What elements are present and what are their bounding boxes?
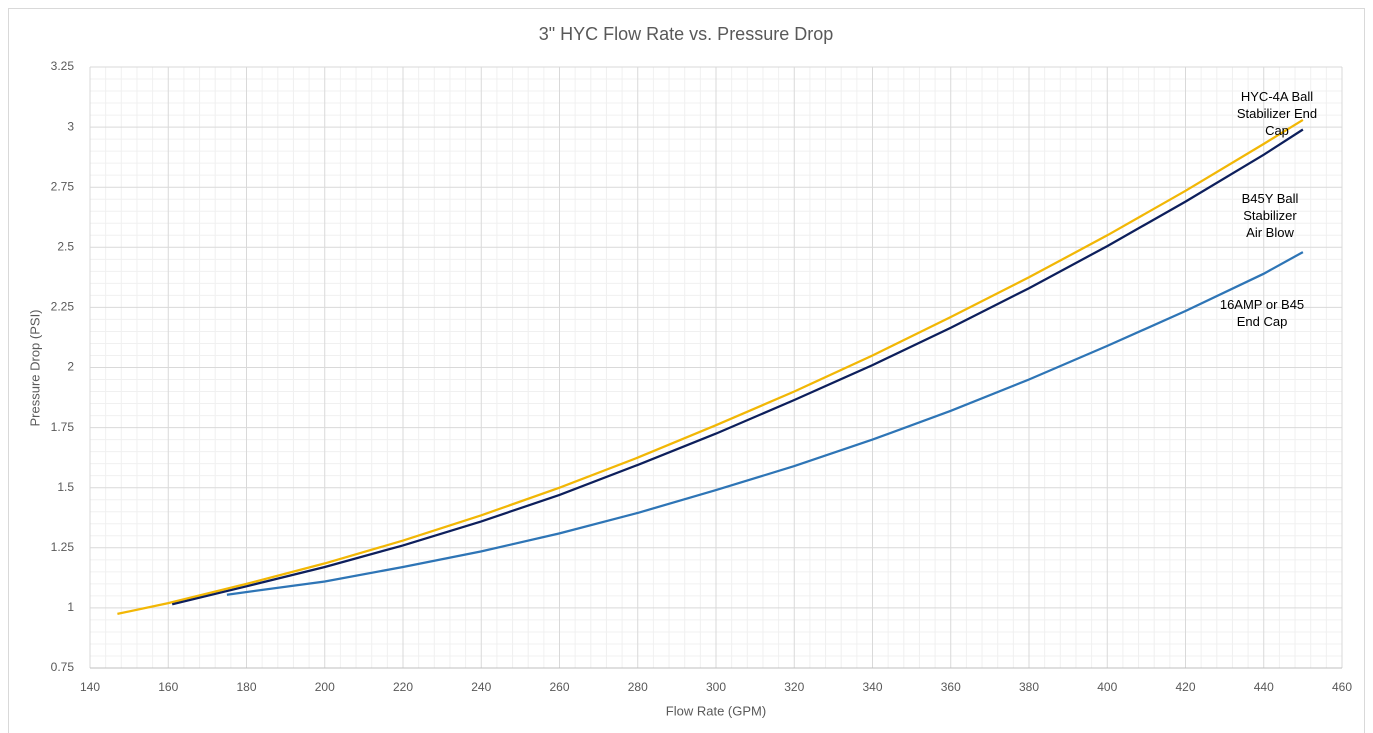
x-tick-label: 220 (393, 680, 413, 694)
x-tick-label: 360 (941, 680, 961, 694)
y-tick-label: 1.5 (57, 480, 74, 494)
series-line (226, 251, 1304, 596)
y-tick-label: 1.25 (51, 540, 75, 554)
series-label: HYC-4A Ball Stabilizer End Cap (1236, 89, 1318, 138)
x-tick-label: 320 (784, 680, 804, 694)
chart-title: 3" HYC Flow Rate vs. Pressure Drop (539, 24, 833, 44)
x-tick-label: 380 (1019, 680, 1039, 694)
x-tick-label: 420 (1175, 680, 1195, 694)
x-tick-label: 240 (471, 680, 491, 694)
y-tick-label: 2 (67, 360, 74, 374)
x-tick-label: 180 (236, 680, 256, 694)
x-tick-label: 300 (706, 680, 726, 694)
y-tick-label: 3 (67, 119, 74, 133)
series-label: B45Y Ball Stabilizer Air Blow (1241, 191, 1299, 240)
y-tick-label: 1.75 (51, 420, 75, 434)
y-axis-title: Pressure Drop (PSI) (27, 309, 42, 426)
x-tick-label: 340 (862, 680, 882, 694)
y-tick-label: 3.25 (51, 59, 75, 73)
x-tick-label: 400 (1097, 680, 1117, 694)
x-axis-title: Flow Rate (GPM) (666, 703, 766, 718)
x-tick-label: 160 (158, 680, 178, 694)
series-label: 16AMP or B45 End Cap (1219, 297, 1305, 329)
x-tick-label: 460 (1332, 680, 1352, 694)
x-tick-label: 140 (80, 680, 100, 694)
chart-border (8, 8, 1365, 733)
series-line (171, 128, 1304, 606)
x-tick-label: 260 (549, 680, 569, 694)
x-tick-label: 200 (315, 680, 335, 694)
y-tick-label: 1 (67, 600, 74, 614)
y-tick-label: 2.5 (57, 239, 74, 253)
x-tick-label: 440 (1254, 680, 1274, 694)
y-tick-label: 2.25 (51, 300, 75, 314)
x-tick-label: 280 (628, 680, 648, 694)
y-tick-label: 0.75 (51, 660, 75, 674)
series-line (117, 118, 1304, 616)
y-tick-label: 2.75 (51, 179, 75, 193)
